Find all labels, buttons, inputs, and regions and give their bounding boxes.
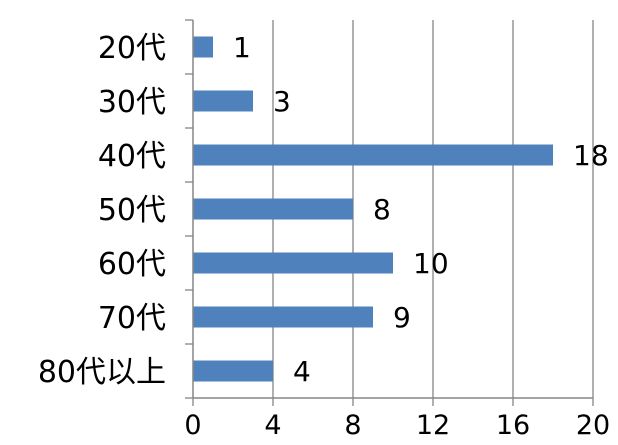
data-label-30代: 3 xyxy=(273,85,291,118)
gridlines xyxy=(272,20,594,398)
data-label-60代: 10 xyxy=(413,247,449,280)
bars xyxy=(193,36,553,382)
y-category-label-30代: 30代 xyxy=(98,85,166,120)
bar-20代 xyxy=(193,36,213,58)
data-label-40代: 18 xyxy=(573,139,609,172)
x-tick-label-4: 4 xyxy=(264,410,281,441)
x-tick-label-0: 0 xyxy=(184,410,201,441)
bar-80代以上 xyxy=(193,360,273,382)
data-label-50代: 8 xyxy=(373,193,391,226)
x-tick-label-8: 8 xyxy=(344,410,361,441)
data-label-70代: 9 xyxy=(393,301,411,334)
axes xyxy=(185,19,594,406)
x-tick-label-20: 20 xyxy=(576,410,610,441)
y-category-label-20代: 20代 xyxy=(98,31,166,66)
bar-40代 xyxy=(193,144,553,166)
y-category-label-70代: 70代 xyxy=(98,301,166,336)
data-label-20代: 1 xyxy=(233,31,251,64)
labels: 0 4 8 12 16 20 20代 1 30代 3 40代 18 50代 8 60代 10 70代 9 80代以上… xyxy=(38,31,610,441)
y-category-label-60代: 60代 xyxy=(98,247,166,282)
y-category-label-80代以上: 80代以上 xyxy=(38,355,166,390)
x-tick-label-12: 12 xyxy=(416,410,450,441)
y-category-label-50代: 50代 xyxy=(98,193,166,228)
bar-60代 xyxy=(193,252,393,274)
bar-30代 xyxy=(193,90,253,112)
bar-70代 xyxy=(193,306,373,328)
bar-50代 xyxy=(193,198,353,220)
x-tick-label-16: 16 xyxy=(496,410,530,441)
data-label-80代以上: 4 xyxy=(293,355,311,388)
y-category-label-40代: 40代 xyxy=(98,139,166,174)
